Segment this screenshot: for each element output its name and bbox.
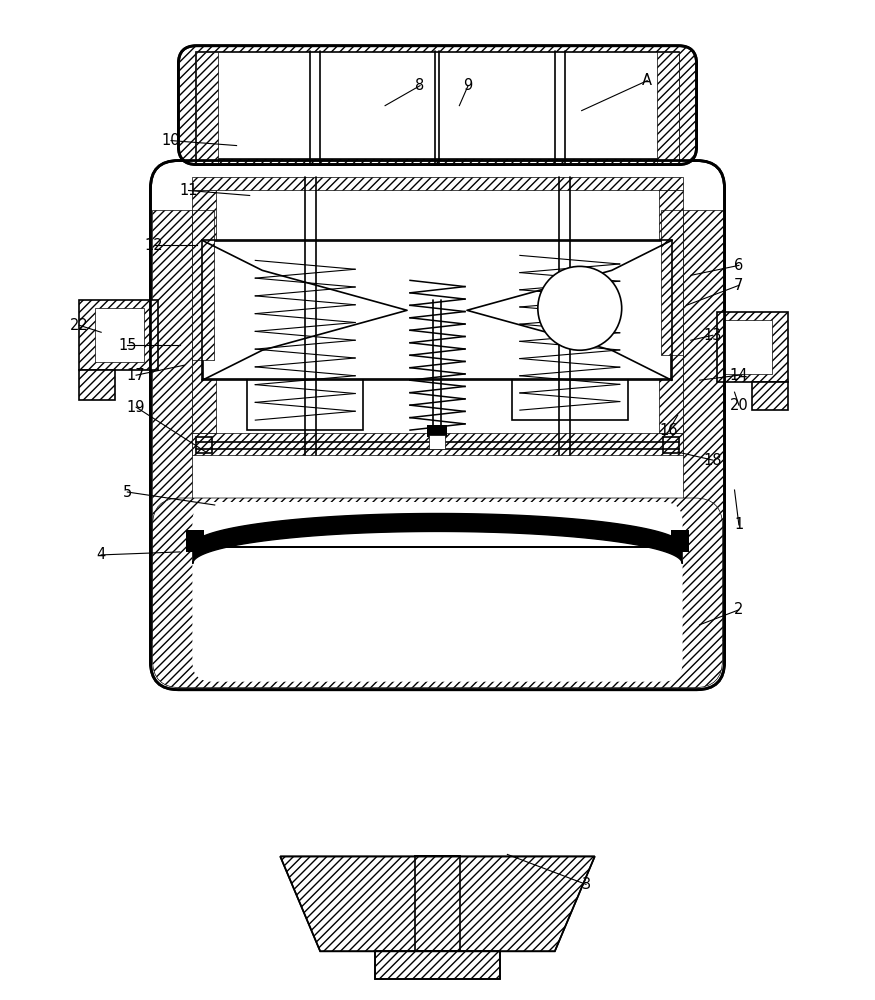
Bar [79, 370, 115, 400]
Text: 17: 17 [127, 368, 145, 383]
Bar [429, 435, 445, 449]
FancyBboxPatch shape [192, 502, 682, 682]
Bar [723, 320, 773, 374]
Text: 11: 11 [179, 183, 198, 198]
Text: 15: 15 [118, 338, 136, 353]
Text: 18: 18 [704, 453, 722, 468]
Text: 13: 13 [704, 328, 722, 343]
Text: 6: 6 [734, 258, 744, 273]
Text: 12: 12 [144, 238, 163, 253]
Bar [248, 250, 363, 430]
FancyBboxPatch shape [178, 46, 697, 165]
FancyBboxPatch shape [150, 161, 724, 690]
Polygon shape [192, 515, 682, 547]
Bar [79, 300, 158, 370]
Text: 14: 14 [730, 368, 748, 383]
Bar [192, 210, 214, 360]
Bar [196, 52, 679, 159]
Bar [752, 382, 788, 410]
Bar [94, 308, 144, 362]
Bar [375, 951, 500, 979]
Text: 20: 20 [730, 398, 748, 413]
Bar [196, 52, 219, 163]
Bar [196, 437, 213, 453]
Text: 7: 7 [734, 278, 744, 293]
Bar [192, 433, 682, 455]
Bar [682, 210, 723, 640]
Bar [427, 425, 447, 437]
Bar [203, 241, 670, 379]
Text: 8: 8 [416, 78, 424, 93]
Polygon shape [280, 856, 595, 951]
Bar [152, 210, 192, 640]
Text: 16: 16 [660, 423, 678, 438]
Bar [415, 856, 460, 951]
Bar [670, 530, 689, 552]
Text: 4: 4 [96, 547, 106, 562]
Bar [512, 245, 627, 420]
Text: 3: 3 [582, 877, 591, 892]
Text: 1: 1 [734, 517, 744, 532]
Bar [656, 52, 679, 163]
Bar [662, 437, 679, 453]
Bar [717, 312, 788, 382]
Bar [192, 190, 216, 433]
Polygon shape [198, 547, 677, 599]
Text: 2: 2 [734, 602, 744, 617]
Text: 9: 9 [464, 78, 472, 93]
Bar [375, 951, 500, 979]
Text: A: A [642, 73, 652, 88]
Text: 19: 19 [127, 400, 145, 415]
Circle shape [538, 266, 622, 350]
Text: 22: 22 [70, 318, 88, 333]
Text: 5: 5 [123, 485, 132, 500]
Text: 10: 10 [162, 133, 180, 148]
Bar [415, 856, 460, 951]
Bar [659, 190, 682, 433]
FancyBboxPatch shape [152, 498, 723, 688]
Bar [661, 210, 682, 355]
Bar [186, 530, 205, 552]
Bar [192, 177, 682, 190]
